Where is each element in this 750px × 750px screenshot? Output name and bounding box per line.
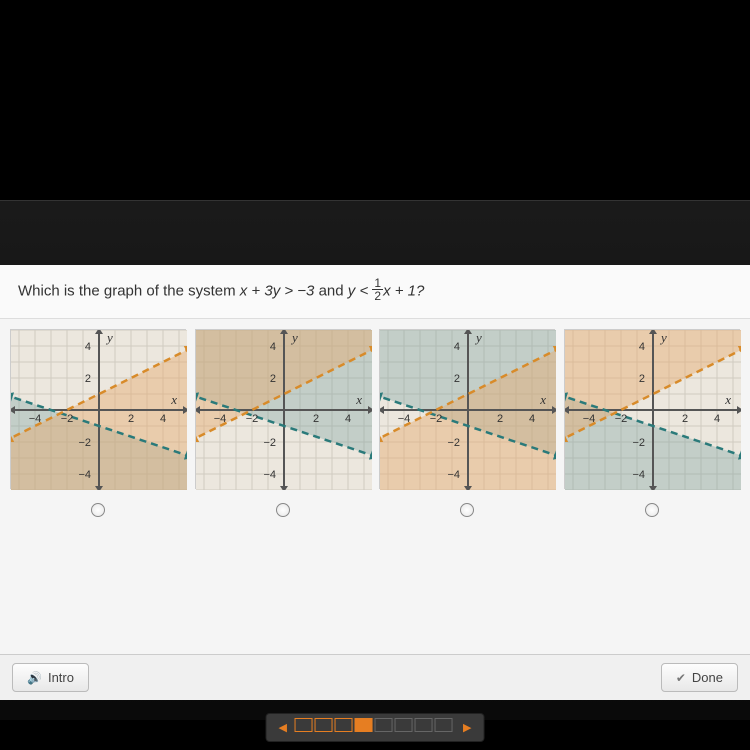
answer-options-row: −4 −2 2 4 4 2 −2 −4 y x −4 −2 2 4 4 2 −2 −4 y x −4 −2 2 4 4 2 −2…	[0, 319, 750, 523]
progress-box[interactable]	[415, 718, 433, 732]
svg-text:x: x	[170, 392, 177, 407]
svg-text:2: 2	[497, 413, 503, 425]
graph-b: −4 −2 2 4 4 2 −2 −4 y x	[195, 329, 371, 489]
svg-text:−4: −4	[213, 413, 226, 425]
svg-text:4: 4	[85, 341, 91, 353]
svg-text:−4: −4	[398, 413, 411, 425]
progress-box[interactable]	[315, 718, 333, 732]
svg-text:2: 2	[313, 413, 319, 425]
svg-text:−4: −4	[448, 469, 461, 481]
progress-box[interactable]	[375, 718, 393, 732]
svg-text:4: 4	[639, 341, 645, 353]
svg-text:2: 2	[682, 413, 688, 425]
svg-text:−4: −4	[79, 469, 92, 481]
svg-text:−2: −2	[61, 413, 74, 425]
lesson-window: Which is the graph of the system x + 3y …	[0, 265, 750, 700]
svg-text:4: 4	[529, 413, 535, 425]
svg-text:x: x	[539, 392, 546, 407]
progress-box[interactable]	[435, 718, 453, 732]
svg-text:−4: −4	[263, 469, 276, 481]
check-icon	[676, 670, 686, 685]
radio-c[interactable]	[460, 503, 474, 517]
svg-text:2: 2	[128, 413, 134, 425]
svg-text:4: 4	[270, 341, 276, 353]
svg-text:y: y	[290, 330, 298, 345]
next-arrow-icon[interactable]: ▶	[459, 721, 475, 734]
svg-text:2: 2	[85, 373, 91, 385]
svg-text:−4: −4	[582, 413, 595, 425]
bottom-toolbar: Intro Done	[0, 654, 750, 700]
black-letterbox-top	[0, 0, 750, 200]
option-d[interactable]: −4 −2 2 4 4 2 −2 −4 y x	[562, 329, 743, 517]
question-text: Which is the graph of the system x + 3y …	[0, 265, 750, 319]
intro-button[interactable]: Intro	[12, 663, 89, 692]
progress-box[interactable]	[355, 718, 373, 732]
graph-a: −4 −2 2 4 4 2 −2 −4 y x	[10, 329, 186, 489]
radio-a[interactable]	[91, 503, 105, 517]
svg-text:4: 4	[714, 413, 720, 425]
svg-text:−2: −2	[430, 413, 443, 425]
svg-text:2: 2	[639, 373, 645, 385]
option-c[interactable]: −4 −2 2 4 4 2 −2 −4 y x	[377, 329, 558, 517]
progress-box[interactable]	[335, 718, 353, 732]
graph-d: −4 −2 2 4 4 2 −2 −4 y x	[564, 329, 740, 489]
progress-box[interactable]	[395, 718, 413, 732]
svg-text:4: 4	[454, 341, 460, 353]
done-button[interactable]: Done	[661, 663, 738, 692]
svg-text:4: 4	[160, 413, 166, 425]
svg-text:−2: −2	[614, 413, 627, 425]
svg-text:−2: −2	[245, 413, 258, 425]
svg-text:−2: −2	[448, 437, 461, 449]
svg-text:x: x	[724, 392, 731, 407]
svg-text:y: y	[105, 330, 113, 345]
svg-text:2: 2	[270, 373, 276, 385]
radio-d[interactable]	[645, 503, 659, 517]
radio-b[interactable]	[276, 503, 290, 517]
option-a[interactable]: −4 −2 2 4 4 2 −2 −4 y x	[8, 329, 189, 517]
speaker-icon	[27, 670, 42, 685]
svg-text:4: 4	[345, 413, 351, 425]
progress-dock: ◀ ▶	[266, 713, 485, 742]
svg-text:2: 2	[454, 373, 460, 385]
option-b[interactable]: −4 −2 2 4 4 2 −2 −4 y x	[193, 329, 374, 517]
svg-text:x: x	[355, 392, 362, 407]
progress-box[interactable]	[295, 718, 313, 732]
svg-text:y: y	[474, 330, 482, 345]
prev-arrow-icon[interactable]: ◀	[275, 721, 291, 734]
svg-text:y: y	[659, 330, 667, 345]
svg-text:−4: −4	[632, 469, 645, 481]
svg-text:−2: −2	[263, 437, 276, 449]
graph-c: −4 −2 2 4 4 2 −2 −4 y x	[379, 329, 555, 489]
svg-text:−2: −2	[632, 437, 645, 449]
svg-text:−2: −2	[79, 437, 92, 449]
svg-text:−4: −4	[29, 413, 42, 425]
